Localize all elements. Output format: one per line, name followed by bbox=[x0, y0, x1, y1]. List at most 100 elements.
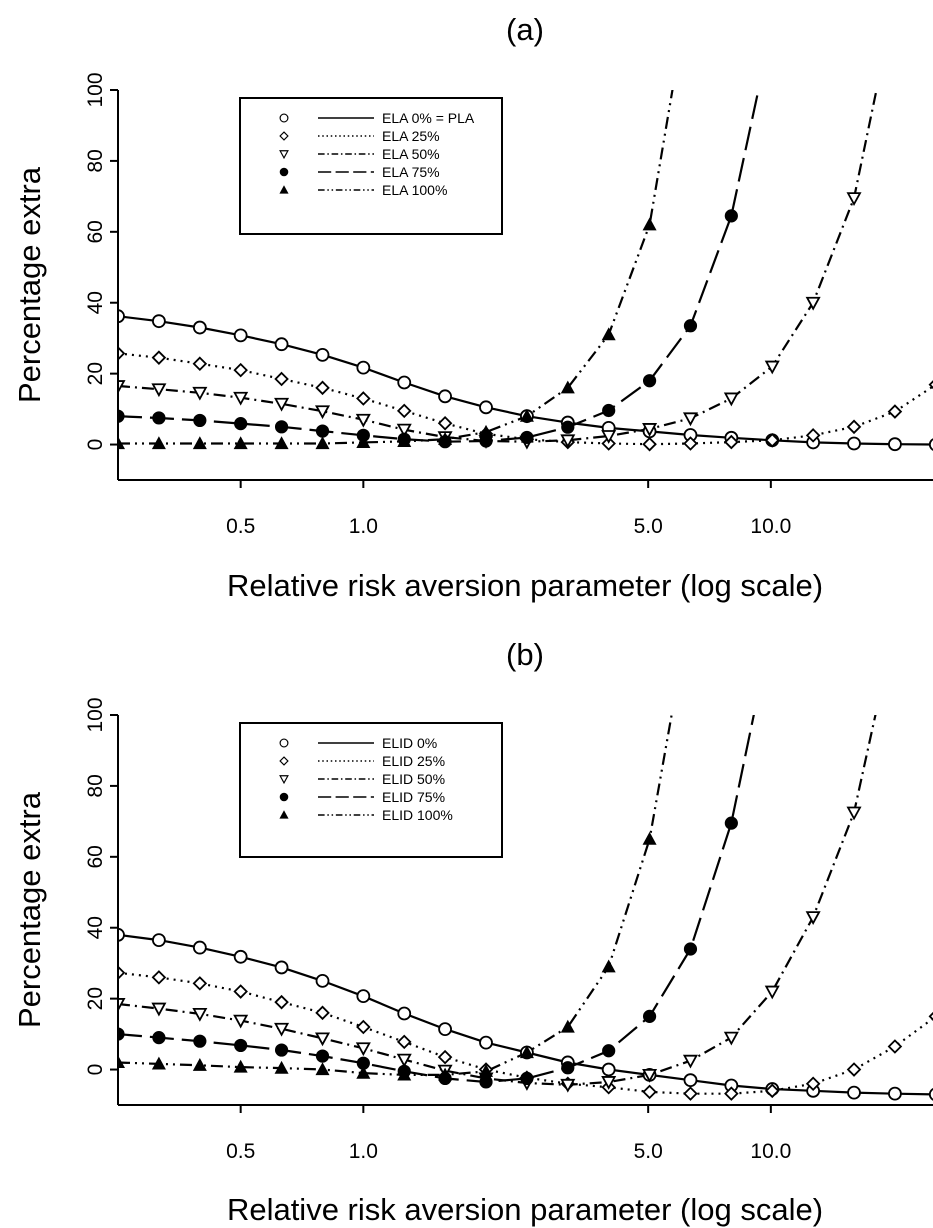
data-point bbox=[683, 1086, 698, 1101]
legend-marker bbox=[279, 792, 289, 802]
plot-area bbox=[118, 90, 933, 452]
data-point bbox=[151, 970, 167, 985]
data-point bbox=[479, 1075, 493, 1089]
data-point bbox=[315, 424, 330, 438]
series-line-3 bbox=[118, 715, 877, 1086]
legend-entry: ELID 75% bbox=[279, 789, 445, 805]
data-point bbox=[315, 347, 330, 362]
legend-label: ELID 0% bbox=[382, 735, 437, 751]
legend-entry: ELA 0% = PLA bbox=[279, 110, 475, 126]
legend-marker-shape bbox=[279, 150, 289, 160]
legend-label: ELA 100% bbox=[382, 182, 447, 198]
data-point bbox=[724, 1086, 739, 1101]
data-point bbox=[682, 1054, 698, 1069]
data-point bbox=[928, 380, 933, 390]
data-point bbox=[356, 360, 371, 375]
legend-entry: ELID 0% bbox=[279, 735, 437, 751]
data-point bbox=[437, 1049, 453, 1065]
data-point bbox=[315, 380, 330, 396]
legend-entry: ELID 25% bbox=[279, 753, 445, 769]
y-axis-title: Percentage extra bbox=[12, 166, 47, 403]
data-point bbox=[193, 1034, 207, 1048]
data-point bbox=[888, 437, 902, 452]
data-point bbox=[683, 436, 698, 451]
data-point bbox=[356, 1065, 371, 1079]
x-tick-label: 0.5 bbox=[226, 1140, 255, 1163]
data-point bbox=[118, 309, 125, 324]
legend-marker-shape bbox=[279, 738, 289, 748]
data-point bbox=[397, 375, 412, 390]
series-points-4 bbox=[118, 209, 738, 449]
data-point bbox=[560, 1019, 575, 1033]
data-point bbox=[724, 816, 738, 830]
y-tick-label: 60 bbox=[84, 220, 107, 243]
data-point bbox=[152, 314, 166, 329]
data-point bbox=[233, 436, 248, 450]
x-tick-label: 1.0 bbox=[349, 1140, 378, 1163]
data-point bbox=[192, 320, 207, 335]
data-point bbox=[118, 436, 126, 450]
legend-marker bbox=[279, 185, 289, 194]
data-point bbox=[274, 994, 289, 1010]
data-point bbox=[561, 1061, 575, 1075]
legend-marker-shape bbox=[279, 756, 289, 766]
data-point bbox=[192, 940, 207, 955]
legend-entry: ELA 25% bbox=[279, 128, 440, 144]
data-point bbox=[642, 831, 657, 845]
y-tick-label: 20 bbox=[84, 362, 107, 385]
data-point bbox=[438, 1022, 452, 1037]
chart-panel-b: (b) 0 20 40 60 80 100 0.5 1.0 5.0 10.0 Relative ris… bbox=[12, 637, 933, 1227]
legend-label: ELA 25% bbox=[382, 128, 440, 144]
data-point bbox=[723, 392, 739, 407]
data-point bbox=[152, 1031, 166, 1045]
data-point bbox=[479, 1035, 493, 1050]
legend-marker bbox=[279, 810, 289, 819]
data-point bbox=[928, 438, 933, 451]
data-point bbox=[233, 984, 248, 999]
legend-marker-shape bbox=[279, 185, 289, 194]
data-point bbox=[683, 319, 698, 333]
data-point bbox=[151, 1056, 166, 1070]
data-point bbox=[396, 1053, 412, 1068]
series-line-4 bbox=[118, 90, 760, 443]
data-point bbox=[846, 806, 862, 821]
series-points-5 bbox=[118, 217, 657, 450]
data-point bbox=[193, 413, 207, 428]
legend: ELID 0% ELID 25% ELID 50% ELID 75% ELID 100% bbox=[239, 722, 503, 858]
data-point bbox=[683, 1073, 698, 1088]
data-point bbox=[118, 965, 126, 981]
x-axis-title: Relative risk aversion parameter (log sc… bbox=[227, 1192, 823, 1227]
data-point bbox=[151, 1002, 167, 1017]
data-point bbox=[152, 933, 166, 948]
data-point bbox=[642, 1068, 658, 1083]
legend-label: ELID 75% bbox=[382, 789, 445, 805]
data-point bbox=[724, 434, 739, 450]
panel-label: (b) bbox=[506, 637, 544, 672]
data-point bbox=[192, 436, 207, 450]
data-point bbox=[192, 1007, 208, 1022]
data-point bbox=[683, 942, 698, 956]
legend-marker bbox=[279, 113, 289, 123]
data-point bbox=[234, 417, 248, 431]
legend-label: ELA 0% = PLA bbox=[382, 110, 475, 126]
data-point bbox=[233, 362, 248, 378]
data-point bbox=[642, 374, 657, 388]
x-tick-label: 0.5 bbox=[226, 515, 255, 538]
data-point bbox=[397, 1067, 412, 1081]
data-point bbox=[151, 383, 167, 398]
data-point bbox=[274, 397, 290, 412]
data-point bbox=[356, 391, 371, 406]
data-point bbox=[355, 1042, 371, 1057]
data-point bbox=[396, 1034, 412, 1050]
data-point bbox=[233, 328, 248, 343]
data-point bbox=[888, 1086, 902, 1101]
data-point bbox=[151, 436, 166, 450]
legend-entry: ELA 75% bbox=[279, 164, 440, 180]
data-point bbox=[118, 1027, 125, 1041]
y-tick-label: 0 bbox=[84, 439, 107, 451]
data-point bbox=[118, 927, 125, 942]
data-point bbox=[397, 1006, 412, 1021]
y-tick-label: 80 bbox=[84, 774, 107, 797]
legend-marker-shape bbox=[279, 775, 289, 785]
data-point bbox=[438, 431, 453, 445]
